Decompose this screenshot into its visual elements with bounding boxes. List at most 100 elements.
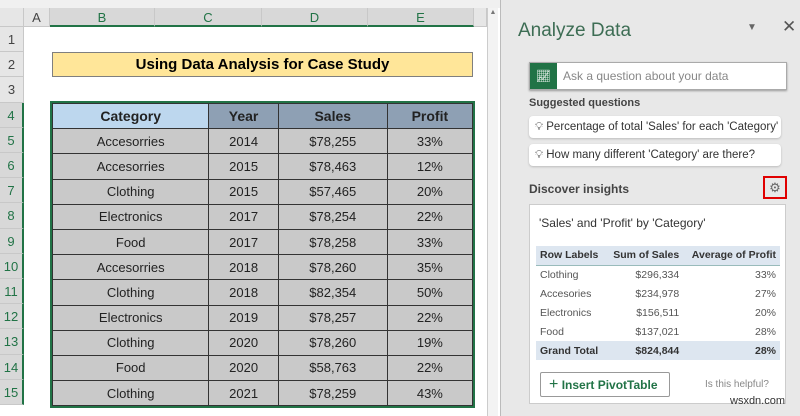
table-cell[interactable]: $78,259 [277, 380, 388, 407]
table-cell[interactable]: 2017 [208, 203, 279, 230]
select-all-corner[interactable] [0, 8, 24, 27]
table-cell[interactable]: Accesorries [51, 153, 210, 180]
table-cell[interactable]: 2021 [208, 380, 279, 407]
table-cell[interactable]: 2017 [208, 228, 279, 256]
table-cell[interactable]: 20% [386, 178, 474, 205]
table-cell[interactable]: $78,260 [277, 329, 388, 356]
table-cell[interactable]: $82,354 [277, 279, 388, 306]
table-cell[interactable]: Accesorries [51, 254, 210, 281]
watermark: wsxdn.com [730, 395, 786, 407]
row-header[interactable]: 10 [0, 253, 24, 279]
table-cell[interactable]: 22% [386, 304, 474, 331]
pivot-row: Accesories $234,978 27% [536, 284, 780, 303]
vertical-scrollbar[interactable]: ▲ [487, 8, 498, 416]
column-header-a[interactable]: A [24, 8, 50, 27]
sheet-title[interactable]: Using Data Analysis for Case Study [52, 52, 473, 77]
table-cell[interactable]: Electronics [51, 304, 210, 331]
table-cell[interactable]: Clothing [51, 380, 210, 407]
table-cell[interactable]: 2020 [208, 329, 279, 356]
table-cell[interactable]: 2019 [208, 304, 279, 331]
discover-insights-label: Discover insights [529, 182, 630, 196]
table-cell[interactable]: $78,254 [277, 203, 388, 230]
scroll-up-icon[interactable]: ▲ [489, 9, 497, 16]
table-cell[interactable]: Food [51, 228, 210, 256]
pivot-cell: 33% [754, 268, 776, 281]
table-cell[interactable]: Clothing [51, 279, 210, 306]
table-cell[interactable]: 35% [386, 254, 474, 281]
ask-question-input[interactable]: 📈︎ Ask a question about your data [529, 62, 787, 90]
table-cell[interactable]: 2018 [208, 254, 279, 281]
lightbulb-icon: 💡︎ [535, 121, 547, 133]
table-cell[interactable]: 2018 [208, 279, 279, 306]
table-cell[interactable]: 12% [386, 153, 474, 180]
table-cell[interactable]: $78,260 [277, 254, 388, 281]
row-header[interactable]: 5 [0, 127, 24, 153]
table-cell[interactable]: Accesorries [51, 128, 210, 155]
table-cell[interactable]: $78,255 [277, 128, 388, 155]
table-cell[interactable]: 2015 [208, 178, 279, 205]
row-header[interactable]: 4 [0, 102, 24, 128]
table-cell[interactable]: 22% [386, 203, 474, 230]
pane-options-icon[interactable]: ▼ [747, 22, 757, 33]
column-header-f[interactable] [474, 8, 487, 27]
row-header[interactable]: 12 [0, 304, 24, 330]
table-row: Clothing 2020 $78,260 19% [51, 329, 474, 356]
gear-icon[interactable]: ⚙ [763, 176, 787, 199]
feedback-link[interactable]: Is this helpful? [705, 379, 769, 390]
row-header[interactable]: 11 [0, 279, 24, 305]
table-cell[interactable]: Clothing [51, 178, 210, 205]
header-year[interactable]: Year [208, 102, 279, 130]
table-cell[interactable]: $78,257 [277, 304, 388, 331]
table-cell[interactable]: 33% [386, 128, 474, 155]
row-header[interactable]: 9 [0, 228, 24, 254]
table-cell[interactable]: 43% [386, 380, 474, 407]
column-header-e[interactable]: E [368, 8, 474, 27]
plus-icon: + [549, 376, 559, 393]
table-cell[interactable]: Clothing [51, 329, 210, 356]
table-cell[interactable]: $58,763 [277, 354, 388, 382]
table-row: Accesorries 2015 $78,463 12% [51, 153, 474, 180]
suggestion-2[interactable]: 💡︎ How many different 'Category' are the… [529, 144, 781, 166]
pivot-cell: $137,021 [635, 325, 680, 338]
table-cell[interactable]: $57,465 [277, 178, 388, 205]
pivot-cell: 27% [754, 287, 776, 300]
pivot-cell: Electronics [540, 306, 592, 319]
table-cell[interactable]: 2014 [208, 128, 279, 155]
row-header[interactable]: 14 [0, 354, 24, 380]
column-header-c[interactable]: C [155, 8, 262, 27]
header-sales[interactable]: Sales [277, 102, 388, 130]
top-strip [0, 0, 500, 8]
row-header[interactable]: 13 [0, 329, 24, 355]
row-header[interactable]: 3 [0, 77, 24, 103]
table-cell[interactable]: 22% [386, 354, 474, 382]
row-header[interactable]: 1 [0, 27, 24, 53]
table-cell[interactable]: Electronics [51, 203, 210, 230]
column-header-d[interactable]: D [262, 8, 368, 27]
close-icon[interactable]: ✕ [782, 17, 797, 36]
header-category[interactable]: Category [51, 102, 210, 130]
insight-title: 'Sales' and 'Profit' by 'Category' [539, 216, 706, 230]
row-header[interactable]: 15 [0, 379, 24, 405]
row-header[interactable]: 8 [0, 203, 24, 229]
table-cell[interactable]: 50% [386, 279, 474, 306]
table-row: Electronics 2017 $78,254 22% [51, 203, 474, 230]
table-cell[interactable]: Food [51, 354, 210, 382]
table-cell[interactable]: $78,258 [277, 228, 388, 256]
pivot-cell: $234,978 [635, 287, 680, 300]
row-header[interactable]: 7 [0, 178, 24, 204]
insert-pivottable-button[interactable]: + Insert PivotTable [540, 372, 670, 397]
row-header[interactable]: 6 [0, 153, 24, 179]
header-profit[interactable]: Profit [386, 102, 474, 130]
pane-title: Analyze Data [518, 20, 632, 41]
row-header[interactable]: 2 [0, 52, 24, 78]
suggestion-1[interactable]: 💡︎ Percentage of total 'Sales' for each … [529, 116, 781, 138]
table-row: Accesorries 2018 $78,260 35% [51, 254, 474, 281]
pivot-cell: $296,334 [635, 268, 680, 281]
table-cell[interactable]: 2020 [208, 354, 279, 382]
table-cell[interactable]: 33% [386, 228, 474, 256]
table-cell[interactable]: 19% [386, 329, 474, 356]
table-cell[interactable]: 2015 [208, 153, 279, 180]
column-header-b[interactable]: B [50, 8, 155, 27]
pivot-header: Average of Profit [683, 246, 780, 266]
table-cell[interactable]: $78,463 [277, 153, 388, 180]
